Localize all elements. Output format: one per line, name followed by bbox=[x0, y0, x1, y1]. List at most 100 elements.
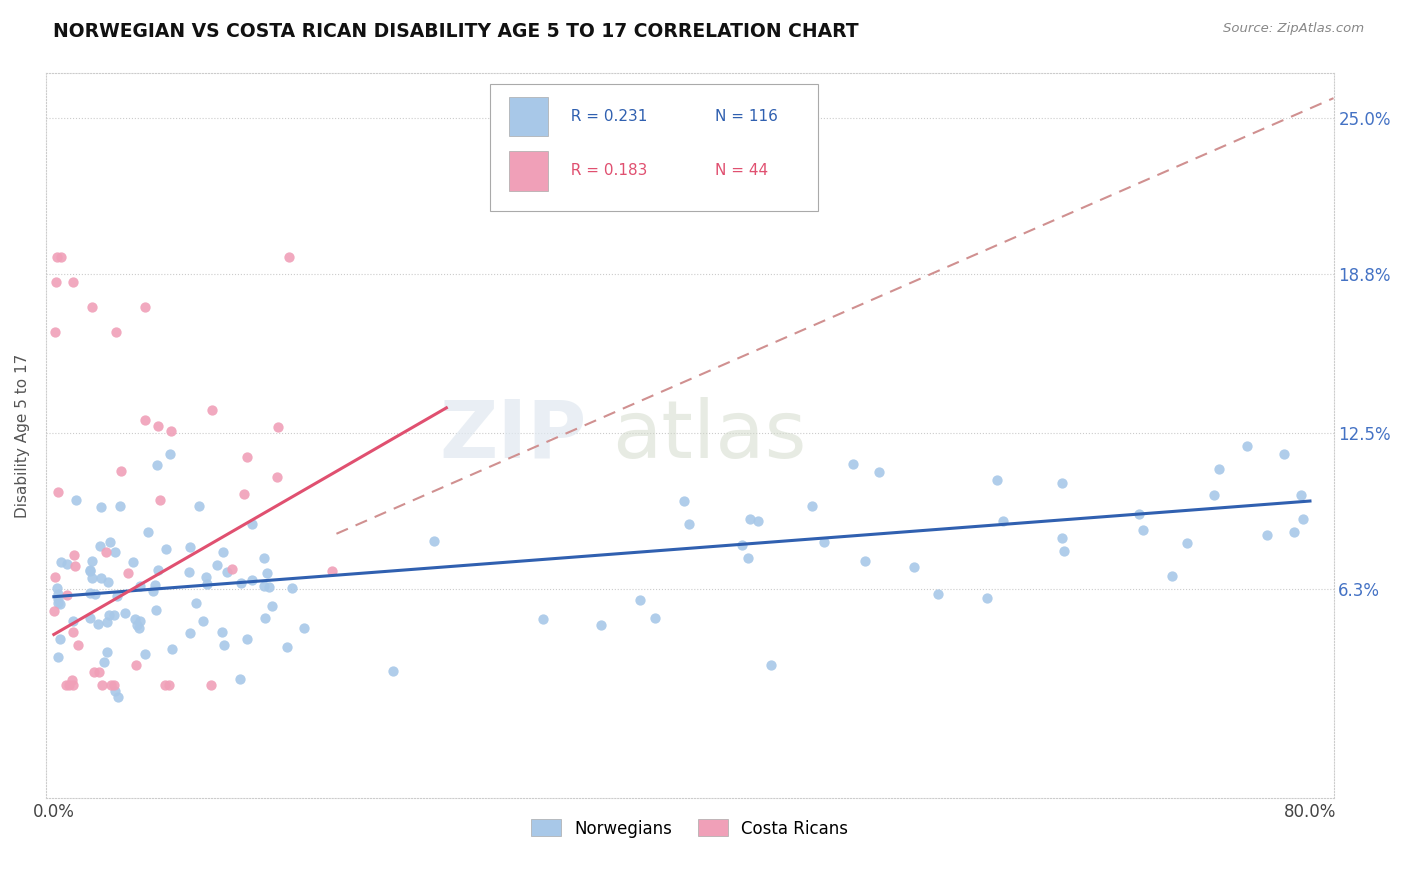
Legend: Norwegians, Costa Ricans: Norwegians, Costa Ricans bbox=[524, 813, 855, 844]
Point bbox=[1132, 523, 1154, 537]
Point bbox=[45, 275, 67, 289]
Point bbox=[136, 524, 159, 539]
Point bbox=[212, 638, 235, 652]
Point bbox=[1053, 543, 1076, 558]
Point bbox=[107, 690, 129, 705]
Text: R = 0.231: R = 0.231 bbox=[561, 109, 647, 124]
Point bbox=[62, 615, 84, 629]
Point bbox=[155, 678, 177, 692]
Point bbox=[122, 554, 145, 568]
Point bbox=[232, 487, 254, 501]
Point bbox=[134, 413, 156, 427]
Point bbox=[62, 678, 84, 692]
Point bbox=[143, 578, 166, 592]
Point bbox=[211, 545, 233, 559]
Point bbox=[531, 612, 554, 626]
Point bbox=[868, 465, 890, 479]
Point bbox=[160, 424, 183, 438]
Point bbox=[1282, 525, 1305, 540]
Point bbox=[731, 538, 754, 552]
Point bbox=[240, 517, 263, 532]
Point bbox=[1236, 439, 1258, 453]
Point bbox=[124, 612, 146, 626]
Point bbox=[1050, 531, 1073, 545]
Point bbox=[1289, 488, 1312, 502]
Point bbox=[1161, 569, 1184, 583]
Point bbox=[292, 620, 315, 634]
Point bbox=[65, 559, 87, 574]
Point bbox=[62, 275, 84, 289]
Point bbox=[49, 632, 72, 647]
Point bbox=[194, 570, 217, 584]
Text: NORWEGIAN VS COSTA RICAN DISABILITY AGE 5 TO 17 CORRELATION CHART: NORWEGIAN VS COSTA RICAN DISABILITY AGE … bbox=[53, 22, 859, 41]
Point bbox=[128, 622, 150, 636]
Text: N = 116: N = 116 bbox=[716, 109, 779, 124]
Point bbox=[83, 665, 105, 680]
Point bbox=[1292, 511, 1315, 525]
Point bbox=[146, 458, 169, 472]
Point bbox=[179, 625, 201, 640]
Point bbox=[678, 516, 700, 531]
Point bbox=[79, 586, 101, 600]
Point bbox=[49, 250, 72, 264]
Point bbox=[110, 464, 132, 478]
Point bbox=[205, 558, 228, 573]
Point bbox=[229, 672, 252, 686]
Point bbox=[125, 618, 148, 632]
Point bbox=[93, 656, 115, 670]
Point bbox=[381, 665, 404, 679]
Point bbox=[187, 499, 209, 513]
Point bbox=[114, 607, 136, 621]
Point bbox=[738, 512, 761, 526]
Point bbox=[253, 610, 276, 624]
Text: atlas: atlas bbox=[613, 397, 807, 475]
Text: ZIP: ZIP bbox=[440, 397, 586, 475]
Point bbox=[1175, 536, 1198, 550]
Point bbox=[94, 545, 117, 559]
Point bbox=[644, 610, 666, 624]
FancyBboxPatch shape bbox=[509, 151, 548, 191]
Point bbox=[105, 326, 128, 340]
FancyBboxPatch shape bbox=[509, 96, 548, 136]
Point bbox=[45, 250, 67, 264]
Point bbox=[253, 551, 276, 566]
Point bbox=[62, 549, 84, 563]
Point bbox=[96, 615, 118, 630]
Point bbox=[177, 565, 200, 579]
Point bbox=[90, 500, 112, 515]
Point bbox=[98, 608, 121, 623]
Point bbox=[148, 418, 170, 433]
Point bbox=[46, 649, 69, 664]
Point bbox=[42, 604, 65, 618]
Point bbox=[903, 560, 925, 574]
Point bbox=[235, 450, 257, 464]
Point bbox=[842, 457, 865, 471]
Point bbox=[155, 541, 177, 556]
Point bbox=[321, 565, 343, 579]
Point bbox=[100, 678, 122, 692]
Point bbox=[186, 596, 208, 610]
Point bbox=[672, 494, 695, 508]
Point bbox=[48, 592, 70, 607]
Point bbox=[201, 402, 224, 417]
Point bbox=[90, 571, 112, 585]
Point bbox=[49, 597, 72, 611]
Point bbox=[1050, 476, 1073, 491]
Point bbox=[125, 657, 148, 672]
Point bbox=[423, 533, 446, 548]
Point bbox=[51, 555, 73, 569]
Point bbox=[128, 614, 150, 628]
Point bbox=[46, 587, 69, 601]
Point bbox=[65, 493, 87, 508]
Point bbox=[146, 563, 169, 577]
Point bbox=[256, 566, 278, 580]
Point bbox=[976, 591, 998, 605]
Point bbox=[1208, 462, 1230, 476]
Point bbox=[117, 566, 139, 580]
Point bbox=[105, 589, 128, 603]
Point bbox=[853, 554, 876, 568]
Point bbox=[280, 582, 302, 596]
Point bbox=[813, 535, 835, 549]
Point bbox=[134, 647, 156, 661]
Point bbox=[80, 571, 103, 585]
